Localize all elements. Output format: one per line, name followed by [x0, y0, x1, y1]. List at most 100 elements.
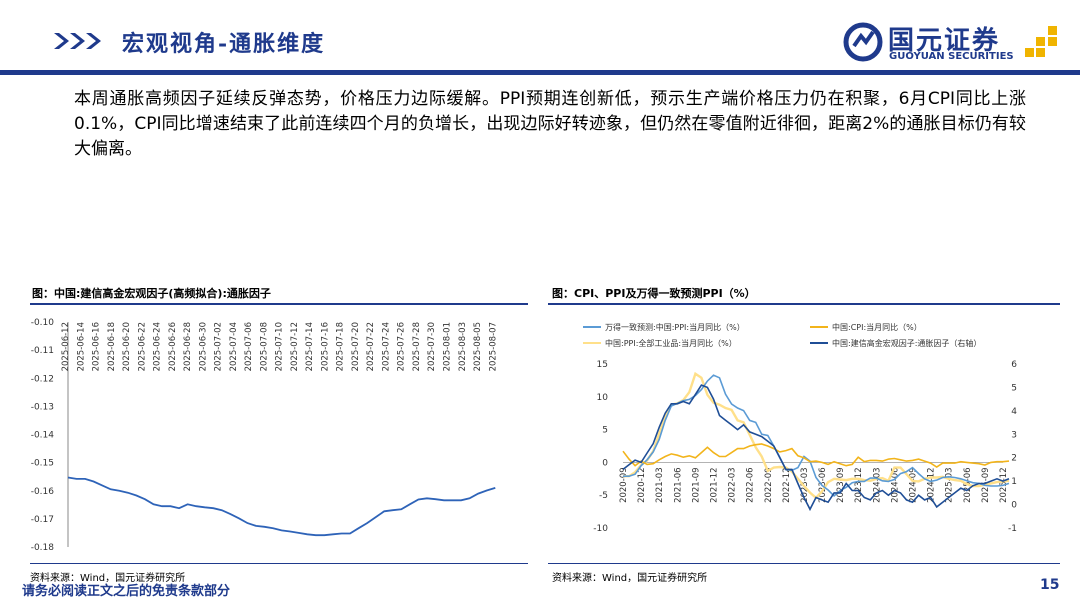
x-tick-label: 2025-06-14 [76, 322, 86, 371]
page-number: 15 [1040, 577, 1060, 593]
logo-text-cn: 国元证券 [888, 26, 1001, 56]
legend-label: 万得一致预测:中国:PPI:当月同比（%） [605, 322, 745, 332]
x-tick-label: 2025-06-24 [153, 322, 163, 371]
left-chart-title: 图：中国:建信高金宏观因子(高频拟合):通胀因子 [32, 287, 271, 300]
y-tick-label: -0.10 [31, 318, 55, 328]
y-tick-label: -0.13 [31, 402, 54, 412]
x-tick-label: 2025-07-14 [305, 322, 315, 371]
y-left-tick-label: 0 [602, 458, 608, 468]
x-tick-label: 2025-07-10 [275, 322, 285, 371]
right-line-chart: 万得一致预测:中国:PPI:当月同比（%） 中国:CPI:当月同比（%） 中国:PP… [583, 322, 1017, 534]
x-tick-label: 2025-07-20 [351, 322, 361, 371]
right-chart-source: 资料来源：Wind，国元证券研究所 [552, 573, 708, 584]
right-chart-title: 图：CPI、PPI及万得一致预测PPI（%） [552, 287, 756, 300]
legend-label: 中国:CPI:当月同比（%） [832, 322, 922, 332]
x-tick-label: 2023-09 [836, 467, 846, 503]
x-tick-label: 2024-09 [909, 467, 919, 503]
x-tick-label: 2025-08-01 [443, 322, 453, 371]
header-rule [0, 70, 1080, 75]
x-tick-label: 2025-06-26 [168, 322, 178, 371]
y-tick-label: -0.17 [31, 515, 54, 525]
y-tick-label: -0.14 [31, 431, 55, 441]
series-line [623, 374, 1010, 497]
x-tick-label: 2025-07-04 [229, 322, 239, 371]
x-tick-label: 2024-06 [890, 467, 900, 503]
y-tick-label: -0.16 [31, 487, 55, 497]
x-tick-label: 2025-07-06 [244, 322, 254, 371]
legend-label: 中国:PPI:全部工业品:当月同比（%） [605, 338, 737, 348]
x-tick-label: 2022-12 [782, 467, 792, 503]
series-line [622, 384, 1010, 512]
right-chart-title-rule [548, 303, 1060, 305]
chevron-right-icon [86, 33, 101, 49]
x-tick-label: 2021-12 [709, 467, 719, 503]
inflation-factor-line [67, 476, 496, 537]
y-left-tick-label: 10 [597, 393, 609, 403]
x-tick-label: 2022-06 [746, 467, 756, 503]
x-tick-label: 2025-03 [945, 467, 955, 503]
x-tick-label: 2025-07-28 [412, 322, 422, 371]
legend-label: 中国:建信高金宏观因子:通胀因子（右轴） [832, 338, 981, 348]
y-right-tick-label: 4 [1011, 407, 1017, 417]
x-tick-label: 2025-07-02 [214, 322, 224, 371]
x-tick-label: 2025-07-22 [366, 322, 376, 371]
x-tick-label: 2025-07-08 [259, 322, 269, 371]
left-chart-source: 资料来源：Wind，国元证券研究所 [30, 573, 186, 584]
x-tick-label: 2025-07-26 [397, 322, 407, 371]
x-tick-label: 2025-08-05 [473, 322, 483, 371]
x-tick-label: 2021-03 [655, 467, 665, 503]
y-left-tick-label: -10 [593, 524, 608, 534]
y-tick-label: -0.18 [31, 543, 55, 553]
y-tick-label: -0.11 [31, 346, 54, 356]
x-tick-label: 2025-07-12 [290, 322, 300, 371]
y-left-tick-label: 5 [602, 426, 608, 436]
x-tick-label: 2025-08-03 [458, 322, 468, 371]
y-right-tick-label: 0 [1011, 501, 1017, 511]
x-tick-label: 2025-07-18 [336, 322, 346, 371]
y-right-tick-label: 5 [1011, 383, 1017, 393]
x-tick-label: 2025-06-18 [107, 322, 117, 371]
y-right-tick-label: -1 [1008, 524, 1017, 534]
disclaimer: 请务必阅读正文之后的免责条款部分 [22, 584, 231, 599]
x-tick-label: 2025-06-16 [92, 322, 102, 371]
x-tick-label: 2023-03 [800, 467, 810, 503]
y-left-tick-label: -5 [599, 491, 608, 501]
x-tick-label: 2022-03 [728, 467, 738, 503]
x-tick-label: 2023-12 [854, 467, 864, 503]
chevron-right-icon [70, 33, 85, 49]
series-line [622, 443, 1010, 468]
x-tick-label: 2025-06-12 [61, 322, 71, 371]
x-tick-label: 2025-07-24 [381, 322, 391, 371]
left-line-chart: -0.10 -0.11 -0.12 -0.13 -0.14 -0.15 -0.16 -0.17… [31, 318, 499, 553]
x-tick-label: 2022-09 [764, 467, 774, 503]
x-tick-label: 2025-07-30 [427, 322, 437, 371]
x-tick-label: 2025-07-16 [320, 322, 330, 371]
left-chart-title-rule [30, 303, 528, 305]
x-tick-label: 2021-09 [691, 467, 701, 503]
x-tick-label: 2023-06 [818, 467, 828, 503]
x-tick-label: 2024-12 [927, 467, 937, 503]
y-left-tick-label: 15 [597, 360, 608, 370]
y-right-tick-label: 1 [1011, 477, 1017, 487]
logo-text-en: GUOYUAN SECURITIES [889, 51, 1014, 62]
x-tick-label: 2020-12 [637, 467, 647, 503]
x-tick-label: 2025-06-28 [183, 322, 193, 371]
x-tick-label: 2025-06-22 [137, 322, 147, 371]
right-chart-bottom-rule [548, 563, 1060, 564]
y-tick-label: -0.12 [31, 374, 54, 384]
x-tick-label: 2025-08-07 [488, 322, 498, 371]
guoyuan-logo-icon [843, 22, 883, 62]
left-chart-bottom-rule [30, 563, 528, 564]
page-title: 宏观视角-通胀维度 [122, 31, 326, 57]
x-tick-label: 2024-03 [872, 467, 882, 503]
x-tick-label: 2025-06-30 [198, 322, 208, 371]
logo-squares-icon [1025, 26, 1057, 57]
x-tick-label: 2025-06-20 [122, 322, 132, 371]
x-tick-label: 2021-06 [673, 467, 683, 503]
y-right-tick-label: 6 [1011, 360, 1017, 370]
y-right-tick-label: 3 [1011, 430, 1017, 440]
y-tick-label: -0.15 [31, 459, 54, 469]
chevron-right-icon [54, 33, 69, 49]
x-tick-label: 2020-09 [619, 467, 629, 503]
body-paragraph: 本周通胀高频因子延续反弹态势，价格压力边际缓解。PPI预期连创新低，预示生产端价… [74, 89, 1026, 159]
